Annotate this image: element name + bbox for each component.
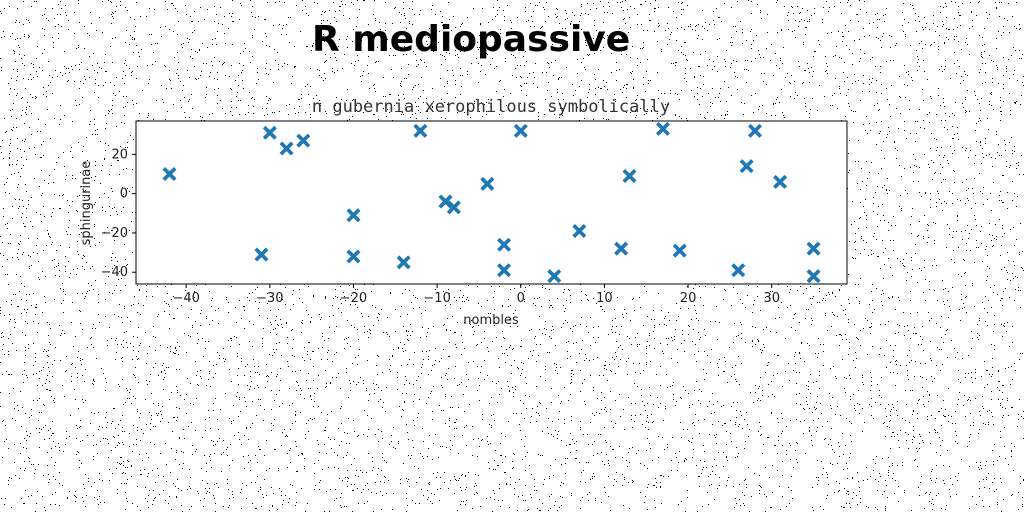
plot-frame (135, 120, 848, 285)
scatter-point (346, 249, 361, 264)
chart-title: n gubernia xerophilous symbolically (312, 97, 670, 117)
x-tick-label: −30 (256, 291, 283, 306)
scatter-point (614, 241, 629, 256)
scatter-point (806, 241, 821, 256)
scatter-point (731, 263, 746, 278)
y-axis-label: sphingurinae (79, 161, 94, 246)
scatter-point (162, 167, 177, 182)
scatter-point (739, 159, 754, 174)
scatter-point (497, 263, 512, 278)
y-tick-label: −40 (101, 265, 128, 280)
scatter-point (773, 174, 788, 189)
x-tick-label: −20 (340, 291, 367, 306)
scatter-point (396, 255, 411, 270)
y-tick-label: 0 (120, 187, 128, 202)
scatter-point (279, 141, 294, 156)
x-tick-label: −40 (172, 291, 199, 306)
scatter-point (346, 208, 361, 223)
scatter-point (413, 123, 428, 138)
plot-area (136, 121, 847, 284)
page-heading: R mediopassive (312, 19, 631, 60)
scatter-point (572, 223, 587, 238)
scatter-point (672, 243, 687, 258)
scatter-point (622, 168, 637, 183)
x-tick-label: 30 (763, 291, 780, 306)
scatter-point (254, 247, 269, 262)
x-axis-label: nombles (463, 313, 519, 328)
x-tick-label: −10 (423, 291, 450, 306)
scatter-markers (162, 121, 821, 284)
scatter-point (747, 123, 762, 138)
x-axis-ticks: −40 −30 −20 −10 0 10 20 30 (172, 284, 780, 306)
y-tick-label: −20 (101, 226, 128, 241)
x-tick-label: 20 (680, 291, 697, 306)
x-tick-label: 10 (596, 291, 613, 306)
scatter-point (806, 269, 821, 284)
x-tick-label: 0 (517, 291, 525, 306)
y-tick-label: 20 (111, 147, 128, 162)
y-axis-ticks: −40 −20 0 20 (101, 147, 136, 280)
scatter-point (296, 133, 311, 148)
scatter-point (547, 269, 562, 284)
scatter-point (262, 125, 277, 140)
scatter-point (513, 123, 528, 138)
scatter-point (497, 237, 512, 252)
scatter-point (655, 121, 670, 136)
scatter-point (446, 200, 461, 215)
scatter-point (480, 176, 495, 191)
